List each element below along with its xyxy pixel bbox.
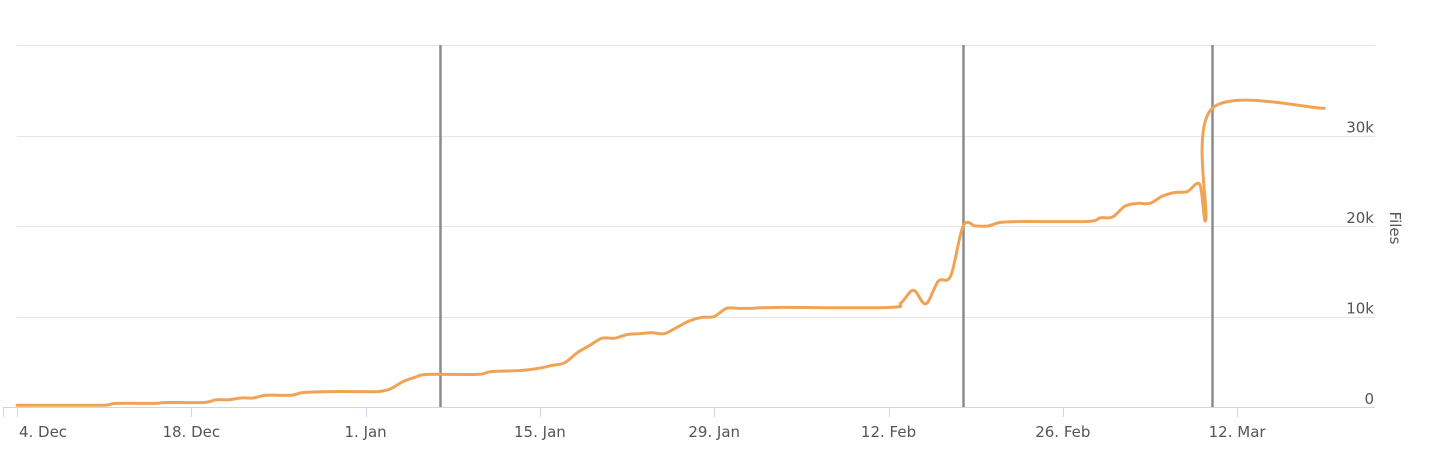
- x-tick-label: 26. Feb: [1035, 423, 1090, 441]
- x-tick-label: 12. Feb: [861, 423, 916, 441]
- files-series-line: [15, 98, 1326, 407]
- x-tick-label: 4. Dec: [19, 423, 67, 441]
- x-tick-label: 15. Jan: [514, 423, 566, 441]
- series-layer: [15, 98, 1326, 407]
- y-tick-label: 20k: [1346, 209, 1374, 227]
- x-tick-label: 1. Jan: [344, 423, 386, 441]
- x-tick-label: 12. Mar: [1209, 423, 1267, 441]
- x-tick-label: 18. Dec: [162, 423, 220, 441]
- y-gridlines: [17, 45, 1375, 318]
- tick-labels: 0 10k 20k 30k 4. Dec 18. Dec 1. Jan 15. Jan 29. …: [19, 119, 1374, 442]
- x-axis: [3, 407, 1375, 417]
- x-tick-label: 29. Jan: [688, 423, 740, 441]
- y-tick-label: 30k: [1346, 119, 1374, 137]
- y-tick-label: 10k: [1346, 300, 1374, 318]
- y-tick-label: 0: [1364, 390, 1374, 408]
- y-axis-title: Files: [1386, 212, 1404, 245]
